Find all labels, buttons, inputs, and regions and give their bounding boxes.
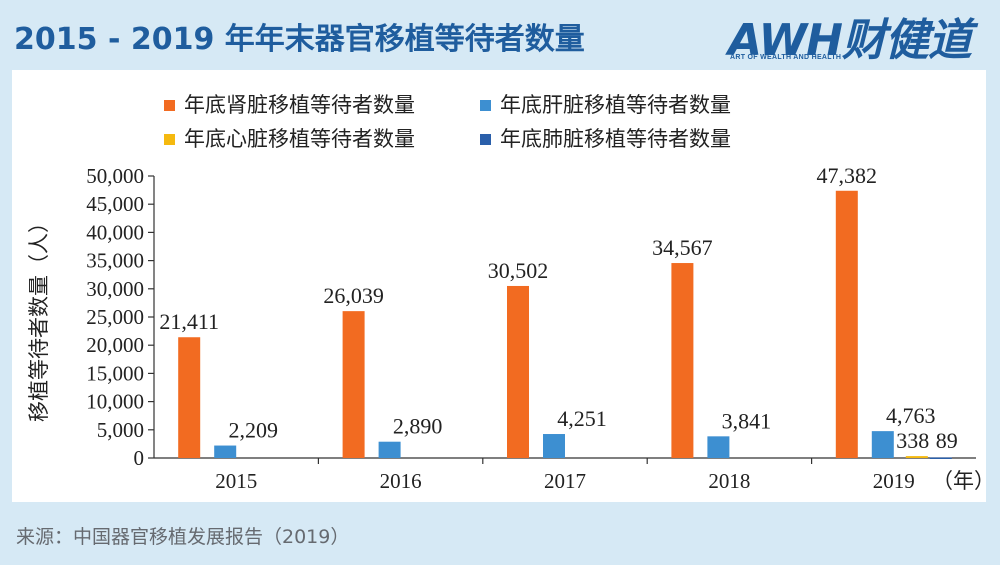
y-tick-label-0: 0 <box>134 446 145 470</box>
brand-logo: AWH财健道 ART OF WEALTH AND HEALTH <box>728 4 978 68</box>
bar-4-2019 <box>929 457 952 459</box>
bar-1-2017 <box>507 285 529 458</box>
bar-2-2018 <box>707 436 730 458</box>
y-tick-label-3: 15,000 <box>86 361 144 385</box>
x-axis-unit: （年） <box>932 469 986 493</box>
bar-1-2016 <box>342 311 365 458</box>
data-label-2-2017: 4,251 <box>557 406 607 431</box>
data-label-1-2019: 47,382 <box>817 163 878 188</box>
y-tick-label-10: 50,000 <box>86 164 144 188</box>
bar-1-2018 <box>671 263 694 458</box>
x-tick-label-1: 2016 <box>380 469 422 493</box>
source-note: 来源：中国器官移植发展报告（2019） <box>16 526 350 548</box>
x-tick-label-3: 2018 <box>708 469 750 493</box>
bar-2-2019 <box>871 431 894 458</box>
data-label-1-2016: 26,039 <box>323 283 384 308</box>
y-tick-label-4: 20,000 <box>86 333 144 357</box>
y-axis-title: 移植等待者数量（人） <box>27 212 51 422</box>
y-tick-label-6: 30,000 <box>86 277 144 301</box>
data-label-3-2019: 338 <box>896 428 929 453</box>
y-tick-label-7: 35,000 <box>86 249 144 273</box>
y-tick-label-9: 45,000 <box>86 192 144 216</box>
data-label-1-2017: 30,502 <box>488 258 549 283</box>
bar-2-2016 <box>378 441 401 458</box>
logo-tagline: ART OF WEALTH AND HEALTH <box>730 54 842 61</box>
y-tick-label-8: 40,000 <box>86 220 144 244</box>
legend-label-3: 年底心脏移植等待者数量 <box>184 127 415 151</box>
data-label-2-2018: 3,841 <box>722 408 772 433</box>
x-tick-label-2: 2017 <box>544 469 586 493</box>
page-title: 2015 - 2019 年年末器官移植等待者数量 <box>14 22 585 57</box>
chart-panel: 年底肾脏移植等待者数量 年底肝脏移植等待者数量年底心脏移植等待者数量 年底肺脏移植等… <box>12 70 986 502</box>
x-tick-label-0: 2015 <box>215 469 257 493</box>
data-label-1-2015: 21,411 <box>159 309 219 334</box>
bar-3-2019 <box>905 456 928 458</box>
y-tick-label-2: 10,000 <box>86 390 144 414</box>
bar-1-2019 <box>835 190 858 459</box>
legend-swatch-2 <box>480 100 491 111</box>
legend-label-4: 年底肺脏移植等待者数量 <box>500 127 731 151</box>
bar-2-2017 <box>543 434 565 458</box>
y-tick-label-1: 5,000 <box>97 418 144 442</box>
data-label-1-2018: 34,567 <box>652 235 713 260</box>
data-label-2-2015: 2,209 <box>228 418 278 443</box>
data-label-2-2016: 2,890 <box>393 414 443 439</box>
legend-swatch-3 <box>164 134 175 145</box>
legend-swatch-4 <box>480 134 491 145</box>
y-tick-label-5: 25,000 <box>86 305 144 329</box>
legend-label-1: 年底肾脏移植等待者数量 <box>184 93 415 117</box>
x-tick-label-4: 2019 <box>873 469 915 493</box>
data-label-2-2019: 4,763 <box>886 403 936 428</box>
legend-label-2: 年底肝脏移植等待者数量 <box>500 93 731 117</box>
legend-swatch-1 <box>164 100 175 111</box>
bar-1-2015 <box>178 337 201 458</box>
logo-wordmark: AWH财健道 <box>728 15 972 66</box>
data-label-4-2019: 89 <box>936 428 958 453</box>
bar-2-2015 <box>214 445 237 458</box>
